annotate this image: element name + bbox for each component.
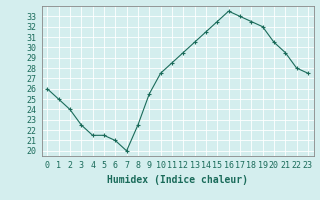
- X-axis label: Humidex (Indice chaleur): Humidex (Indice chaleur): [107, 175, 248, 185]
